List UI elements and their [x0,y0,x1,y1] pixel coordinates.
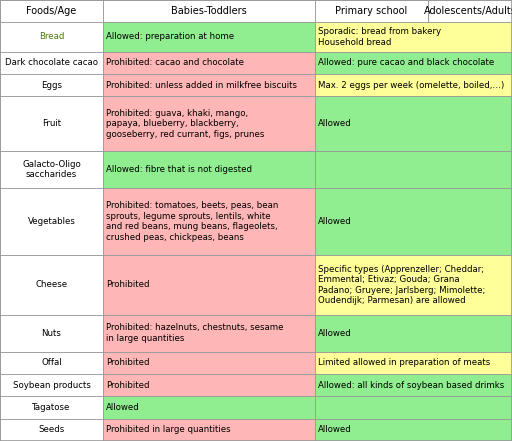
Text: Seeds: Seeds [38,425,65,434]
Text: Allowed: preparation at home: Allowed: preparation at home [106,32,234,41]
Bar [103,52,315,74]
Text: Allowed: Allowed [318,217,352,226]
Bar [315,151,512,188]
Text: Galacto-Oligo
saccharides: Galacto-Oligo saccharides [22,160,81,179]
Text: Prohibited: Prohibited [106,280,150,289]
Text: Bread: Bread [39,32,64,41]
Text: Offal: Offal [41,359,62,367]
Bar [103,374,315,396]
Text: Allowed: Allowed [318,425,352,434]
Bar [103,151,315,188]
Bar [315,22,512,52]
Bar [0,396,103,419]
Bar [0,314,103,352]
Bar [103,74,315,97]
Bar [103,22,315,52]
Bar [315,255,512,314]
Bar [315,74,512,97]
Text: Allowed: Allowed [318,329,352,338]
Text: Dark chocolate cacao: Dark chocolate cacao [5,58,98,67]
Text: Fruit: Fruit [42,119,61,128]
Text: Prohibited: cacao and chocolate: Prohibited: cacao and chocolate [106,58,244,67]
Bar [315,52,512,74]
Bar [0,97,103,151]
Bar [428,0,512,22]
Bar [103,396,315,419]
Text: Tagatose: Tagatose [32,403,71,412]
Bar [103,352,315,374]
Text: Eggs: Eggs [41,81,62,90]
Text: Specific types (Apprenzeller; Cheddar;
Emmental; Etivaz; Gouda; Grana
Padano; Gr: Specific types (Apprenzeller; Cheddar; E… [318,265,485,305]
Bar [0,0,103,22]
Bar [315,352,512,374]
Text: Vegetables: Vegetables [28,217,75,226]
Bar [315,97,512,151]
Text: Sporadic: bread from bakery
Household bread: Sporadic: bread from bakery Household br… [318,27,441,47]
Bar [103,97,315,151]
Text: Adolescents/Adults: Adolescents/Adults [423,6,512,16]
Text: Allowed: fibre that is not digested: Allowed: fibre that is not digested [106,165,252,174]
Bar [0,255,103,314]
Bar [0,188,103,255]
Bar [0,374,103,396]
Text: Prohibited in large quantities: Prohibited in large quantities [106,425,230,434]
Bar [0,74,103,97]
Text: Allowed: all kinds of soybean based drimks: Allowed: all kinds of soybean based drim… [318,381,504,390]
Bar [103,314,315,352]
Bar [0,352,103,374]
Text: Allowed: pure cacao and black chocolate: Allowed: pure cacao and black chocolate [318,58,494,67]
Text: Prohibited: Prohibited [106,359,150,367]
Text: Prohibited: unless added in milkfree biscuits: Prohibited: unless added in milkfree bis… [106,81,297,90]
Bar [315,396,512,419]
Bar [0,22,103,52]
Bar [0,151,103,188]
Bar [315,314,512,352]
Text: Nuts: Nuts [41,329,61,338]
Text: Prohibited: Prohibited [106,381,150,390]
Bar [103,188,315,255]
Text: Max. 2 eggs per week (omelette, boiled,…): Max. 2 eggs per week (omelette, boiled,…… [318,81,504,90]
Text: Prohibited: hazelnuts, chestnuts, sesame
in large quantities: Prohibited: hazelnuts, chestnuts, sesame… [106,323,284,343]
Text: Prohibited: guava, khaki, mango,
papaya, blueberry, blackberry,
gooseberry, red : Prohibited: guava, khaki, mango, papaya,… [106,109,264,138]
Text: Primary school: Primary school [335,6,408,16]
Bar [103,0,315,22]
Bar [315,188,512,255]
Bar [0,52,103,74]
Text: Babies-Toddlers: Babies-Toddlers [171,6,247,16]
Bar [0,419,103,441]
Text: Allowed: Allowed [318,119,352,128]
Text: Cheese: Cheese [35,280,68,289]
Bar [315,374,512,396]
Text: Prohibited: tomatoes, beets, peas, bean
sprouts, legume sprouts, lentils, white
: Prohibited: tomatoes, beets, peas, bean … [106,202,279,242]
Bar [315,419,512,441]
Text: Foods/Age: Foods/Age [27,6,77,16]
Bar [103,255,315,314]
Text: Soybean products: Soybean products [13,381,91,390]
Text: Allowed: Allowed [106,403,140,412]
Bar [315,0,428,22]
Bar [103,419,315,441]
Text: Limited allowed in preparation of meats: Limited allowed in preparation of meats [318,359,490,367]
